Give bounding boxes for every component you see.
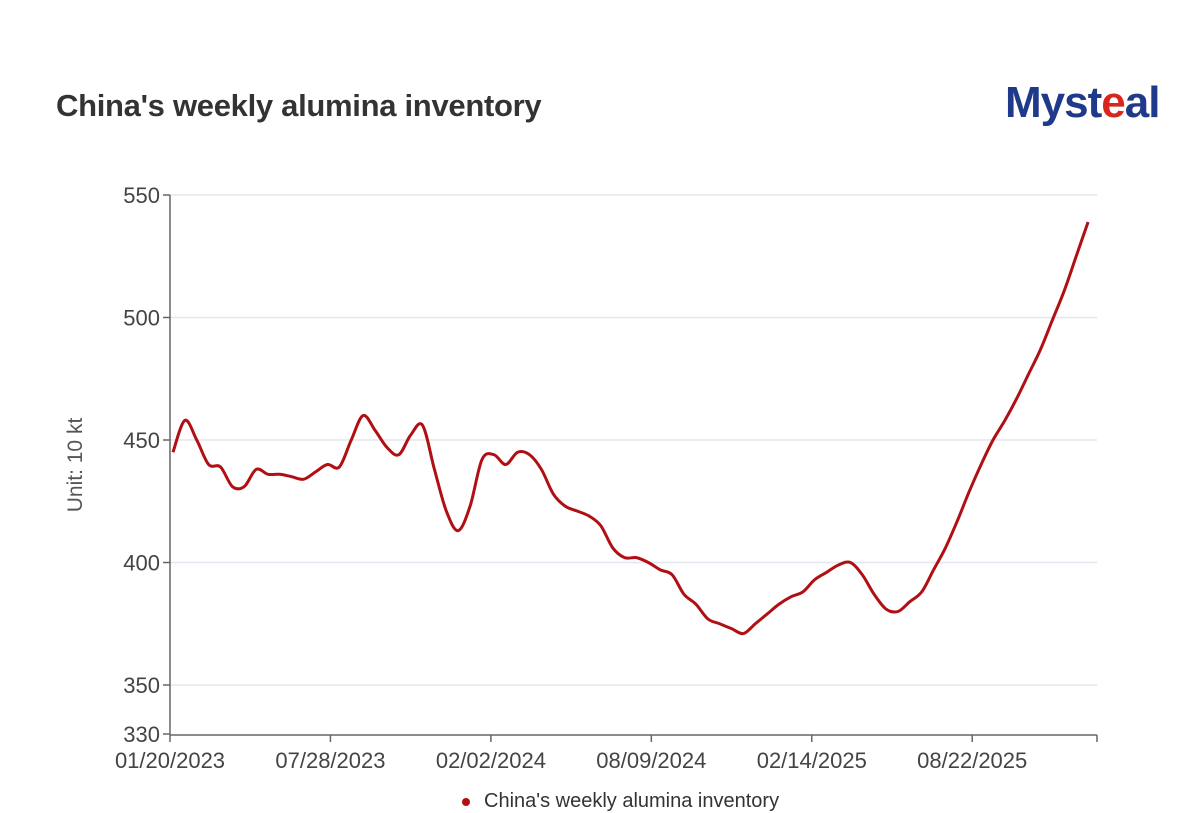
x-tick-label: 07/28/2023	[275, 748, 385, 773]
x-tick-label: 02/02/2024	[436, 748, 546, 773]
chart-title: China's weekly alumina inventory	[56, 88, 542, 123]
y-tick-label: 450	[123, 428, 160, 453]
y-tick-label: 350	[123, 673, 160, 698]
x-tick-label: 08/22/2025	[917, 748, 1027, 773]
legend-marker-icon	[462, 797, 470, 806]
x-tick-label: 02/14/2025	[757, 748, 867, 773]
x-tick-label: 01/20/2023	[115, 748, 225, 773]
y-tick-label: 330	[123, 722, 160, 747]
legend-label: China's weekly alumina inventory	[484, 790, 780, 812]
mysteal-logo: Mysteal	[1005, 78, 1160, 127]
y-tick-label: 550	[123, 183, 160, 208]
legend-item[interactable]: China's weekly alumina inventory	[462, 790, 779, 813]
x-tick-label: 08/09/2024	[596, 748, 706, 773]
y-axis-label: Unit: 10 kt	[64, 418, 87, 513]
y-tick-label: 400	[123, 551, 160, 576]
y-tick-label: 500	[123, 306, 160, 331]
series-line	[171, 221, 1090, 636]
